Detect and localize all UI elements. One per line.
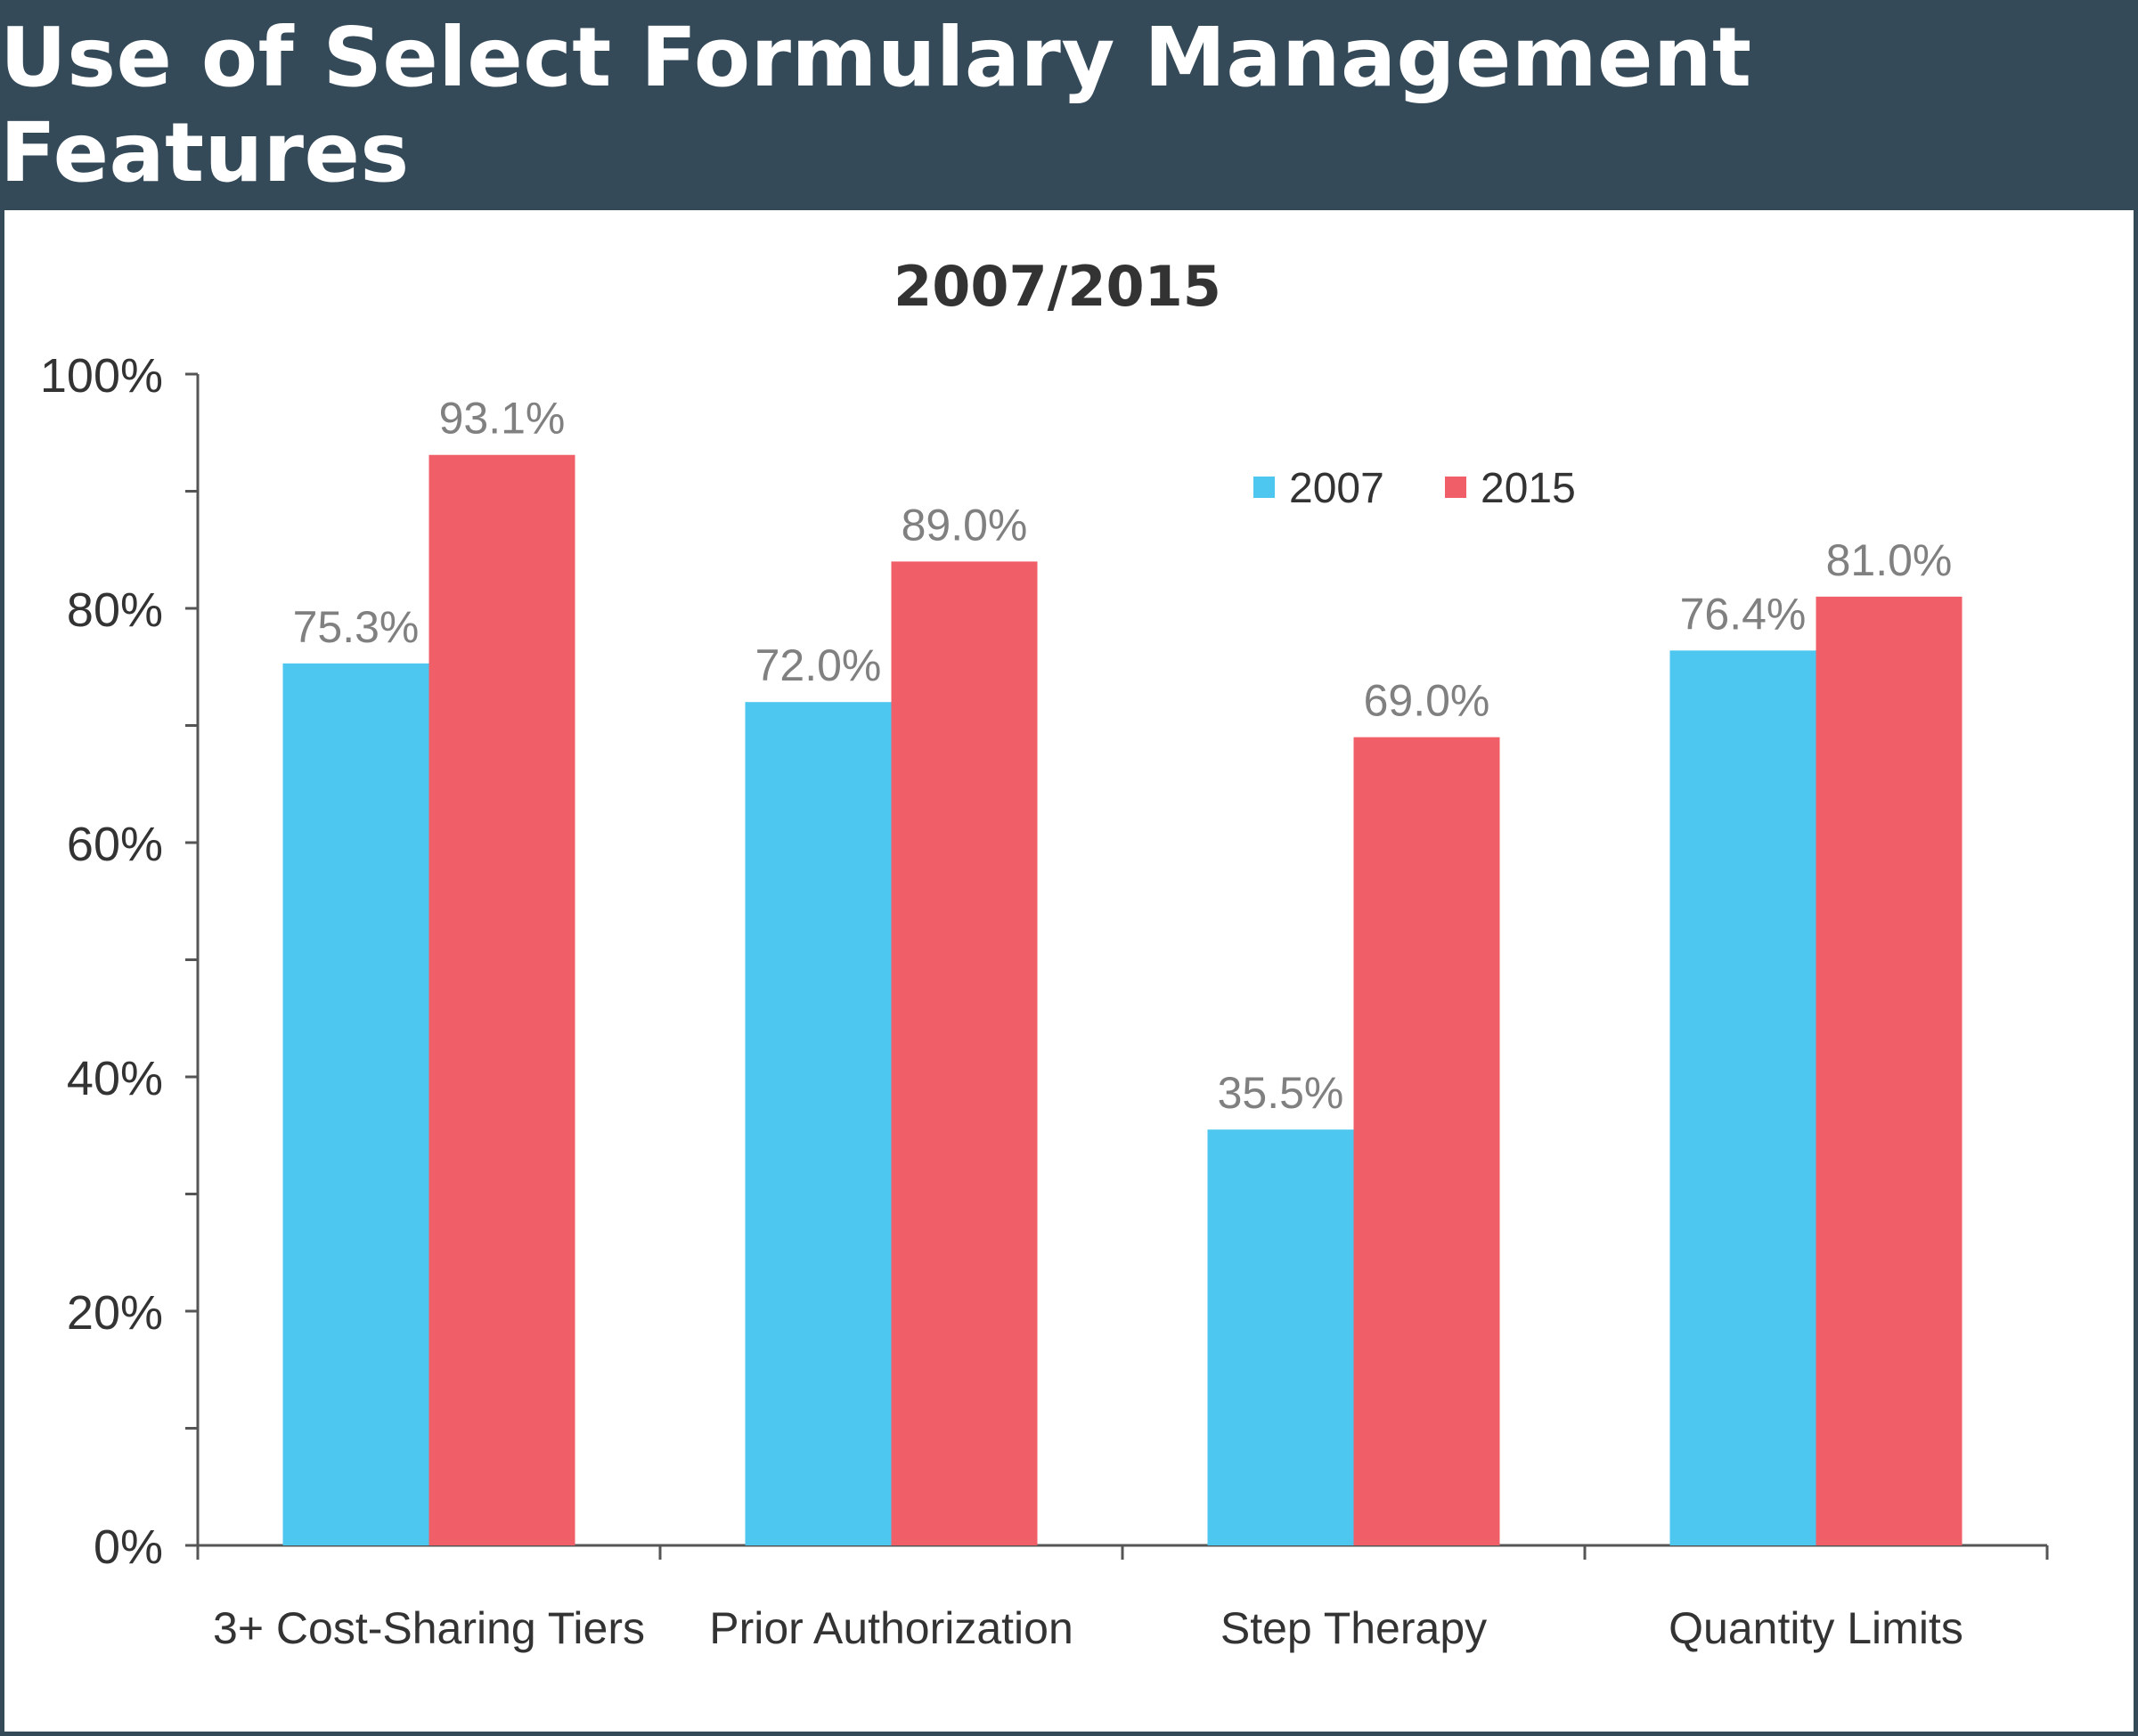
data-label: 81.0%	[1826, 535, 1953, 585]
y-tick-label: 100%	[40, 349, 163, 403]
y-tick-label: 40%	[67, 1052, 163, 1105]
y-tick-label: 80%	[67, 583, 163, 637]
x-tick-label: Step Therapy	[1220, 1603, 1487, 1653]
bar-2015	[1353, 737, 1500, 1545]
legend-label: 2015	[1481, 465, 1576, 512]
y-tick-label: 60%	[67, 818, 163, 871]
bar-2007	[745, 702, 892, 1545]
x-tick-label: Quantity Limits	[1669, 1603, 1963, 1653]
data-label: 93.1%	[439, 394, 566, 444]
chart-subtitle: 2007/2015	[894, 254, 1221, 319]
y-tick-label: 20%	[67, 1286, 163, 1340]
data-label: 69.0%	[1364, 676, 1490, 726]
bar-2015	[891, 561, 1038, 1545]
legend-swatch-2007	[1253, 477, 1275, 498]
bar-2007	[1669, 650, 1816, 1545]
data-label: 89.0%	[902, 500, 1028, 550]
x-tick-label: Prior Authorization	[709, 1603, 1073, 1653]
bar-2015	[428, 454, 575, 1545]
bar-2007	[282, 663, 429, 1545]
data-label: 76.4%	[1680, 589, 1807, 639]
y-tick-label: 0%	[94, 1520, 163, 1574]
data-label: 72.0%	[755, 640, 882, 690]
chart-title: Use of Select Formulary Management Featu…	[0, 10, 1752, 200]
bar-2007	[1207, 1129, 1354, 1545]
data-label: 75.3%	[293, 602, 420, 652]
legend-label: 2007	[1289, 465, 1384, 512]
legend-swatch-2015	[1445, 477, 1466, 498]
header-banner: Use of Select Formulary Management Featu…	[0, 0, 2138, 210]
bar-2015	[1816, 596, 1963, 1545]
data-label: 35.5%	[1218, 1068, 1344, 1118]
x-tick-label: 3+ Cost-Sharing Tiers	[213, 1603, 645, 1653]
